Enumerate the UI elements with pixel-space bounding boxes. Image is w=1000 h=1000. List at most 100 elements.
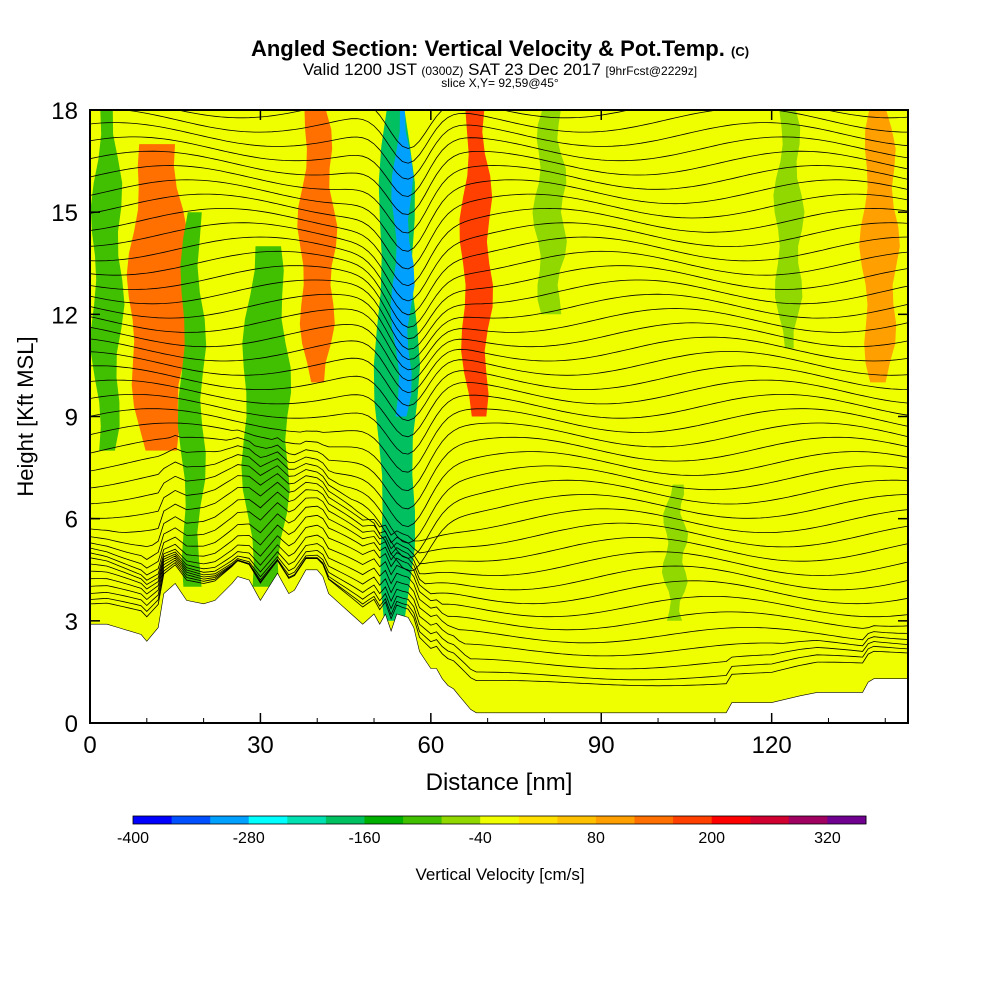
x-tick-label: 120: [752, 732, 792, 759]
colorbar-frame: [132, 815, 867, 825]
y-tick-label: 12: [51, 302, 78, 329]
chart-title-main: Angled Section: Vertical Velocity & Pot.…: [250, 36, 725, 61]
theta-contour: [90, 514, 908, 591]
colorbar-swatch: [595, 816, 635, 824]
x-tick-label: 90: [588, 732, 615, 759]
theta-contour: [90, 534, 908, 618]
colorbar-swatch: [750, 816, 790, 824]
theta-contour: [90, 207, 908, 287]
theta-contour: [90, 408, 908, 473]
x-tick-label: 0: [83, 732, 96, 759]
theta-contour: [90, 557, 908, 687]
y-tick-label: 9: [65, 405, 78, 432]
theta-contour: [90, 308, 908, 371]
colorbar-swatch: [711, 816, 751, 824]
colorbar-swatch: [634, 816, 674, 824]
colorbar-tick-label: -160: [348, 830, 380, 847]
chart-subtitle: Valid 1200 JST (0300Z) SAT 23 Dec 2017 […: [0, 60, 1000, 80]
colorbar-tick-label: -40: [469, 830, 492, 847]
velocity-plume: [859, 110, 900, 383]
colorbar-tick-label: 80: [587, 830, 605, 847]
theta-contour: [90, 222, 908, 302]
theta-contours: [90, 110, 908, 687]
theta-contour: [90, 279, 908, 350]
y-tick-label: 3: [65, 609, 78, 636]
x-tick-label: 60: [417, 732, 444, 759]
theta-contour: [90, 293, 908, 360]
theta-contour: [90, 236, 908, 316]
theta-contour: [90, 497, 908, 565]
theta-contour: [90, 322, 908, 382]
forecast-info: [9hrFcst@2229z]: [605, 64, 698, 78]
theta-contour: [121, 110, 908, 164]
y-axis-label: Height [Kft MSL]: [13, 336, 38, 496]
velocity-plume: [532, 110, 567, 315]
colorbar-swatch: [441, 816, 481, 824]
colorbar-swatch: [364, 816, 404, 824]
terrain: [90, 569, 908, 723]
colorbar-swatch: [673, 816, 713, 824]
theta-contour: [90, 250, 908, 328]
colorbar-tick-label: -280: [233, 830, 265, 847]
theta-contour: [90, 193, 908, 270]
theta-contour: [90, 179, 908, 252]
theta-contour: [90, 557, 908, 670]
slice-info: slice X,Y= 92,59@45°: [441, 76, 559, 90]
x-axis-label: Distance [nm]: [426, 769, 573, 796]
utc-time: (0300Z): [421, 64, 464, 78]
valid-date: SAT 23 Dec 2017: [468, 60, 601, 79]
colorbar-swatch: [325, 816, 365, 824]
colorbar-label: Vertical Velocity [cm/s]: [415, 865, 584, 884]
theta-contour: [90, 150, 908, 215]
theta-contour: [90, 558, 908, 681]
colorbar-swatch: [210, 816, 250, 824]
velocity-plume: [297, 110, 338, 383]
theta-contour: [90, 336, 908, 394]
colorbar-swatch: [248, 816, 288, 824]
theta-contour: [90, 554, 908, 657]
theta-contour: [90, 481, 908, 542]
y-tick-label: 6: [65, 507, 78, 534]
theta-contour: [90, 489, 908, 554]
theta-contour: [90, 394, 908, 455]
theta-contour: [90, 265, 908, 340]
x-tick-label: 30: [247, 732, 274, 759]
theta-contour: [90, 445, 908, 528]
y-tick-label: 15: [51, 200, 78, 227]
colorbar-swatch: [403, 816, 443, 824]
theta-contour: [90, 379, 908, 438]
colorbar-swatch: [788, 816, 828, 824]
valid-time: Valid 1200 JST: [302, 60, 417, 79]
colorbar-swatch: [827, 816, 867, 824]
plot-area: [90, 110, 908, 723]
theta-contour: [90, 464, 908, 559]
colorbar-swatch: [518, 816, 558, 824]
theta-contour: [90, 434, 908, 510]
chart-title: Angled Section: Vertical Velocity & Pot.…: [0, 36, 1000, 62]
velocity-plume: [177, 212, 207, 587]
theta-contour: [90, 136, 908, 197]
theta-contour: [90, 365, 908, 422]
chart-title-unit: (C): [731, 44, 750, 59]
theta-contour: [90, 524, 908, 605]
velocity-plume: [390, 110, 415, 417]
theta-contour: [90, 165, 908, 234]
theta-contour: [90, 549, 908, 644]
theta-contour: [90, 505, 908, 576]
y-tick-label: 0: [65, 711, 78, 738]
colorbar-swatch: [133, 816, 173, 824]
colorbar-swatch: [557, 816, 597, 824]
colorbar-swatch: [287, 816, 327, 824]
colorbar-swatch: [171, 816, 211, 824]
colorbar-tick-label: 320: [814, 830, 841, 847]
y-tick-label: 18: [51, 98, 78, 125]
theta-contour: [90, 422, 908, 492]
theta-contour: [90, 473, 908, 572]
colorbar-tick-label: -400: [117, 830, 149, 847]
axes: 0 30 60 90 120 0 3 6 9 12 15 18 Distance [nm] Height …: [13, 98, 908, 796]
colorbar-tick-label: 200: [698, 830, 725, 847]
colorbar-swatch: [480, 816, 520, 824]
colorbar: -400 -280 -160 -40 80 200 320 Vertical Velocity…: [117, 815, 867, 884]
theta-contour: [90, 122, 908, 180]
theta-contour: [90, 351, 908, 407]
